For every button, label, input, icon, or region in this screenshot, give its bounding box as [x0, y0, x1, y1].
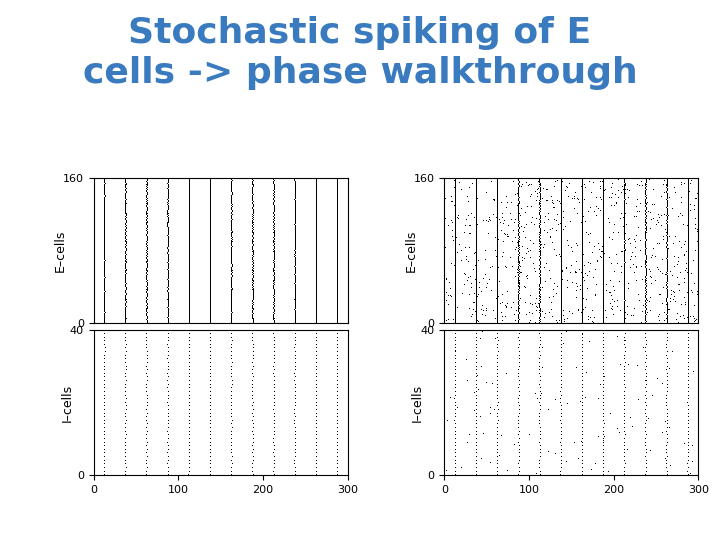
Y-axis label: E–cells: E–cells [53, 230, 67, 272]
Y-axis label: E–cells: E–cells [405, 230, 418, 272]
Text: Stochastic spiking of E
cells -> phase walkthrough: Stochastic spiking of E cells -> phase w… [83, 16, 637, 90]
Y-axis label: I–cells: I–cells [60, 384, 73, 422]
Y-axis label: I–cells: I–cells [411, 384, 424, 422]
